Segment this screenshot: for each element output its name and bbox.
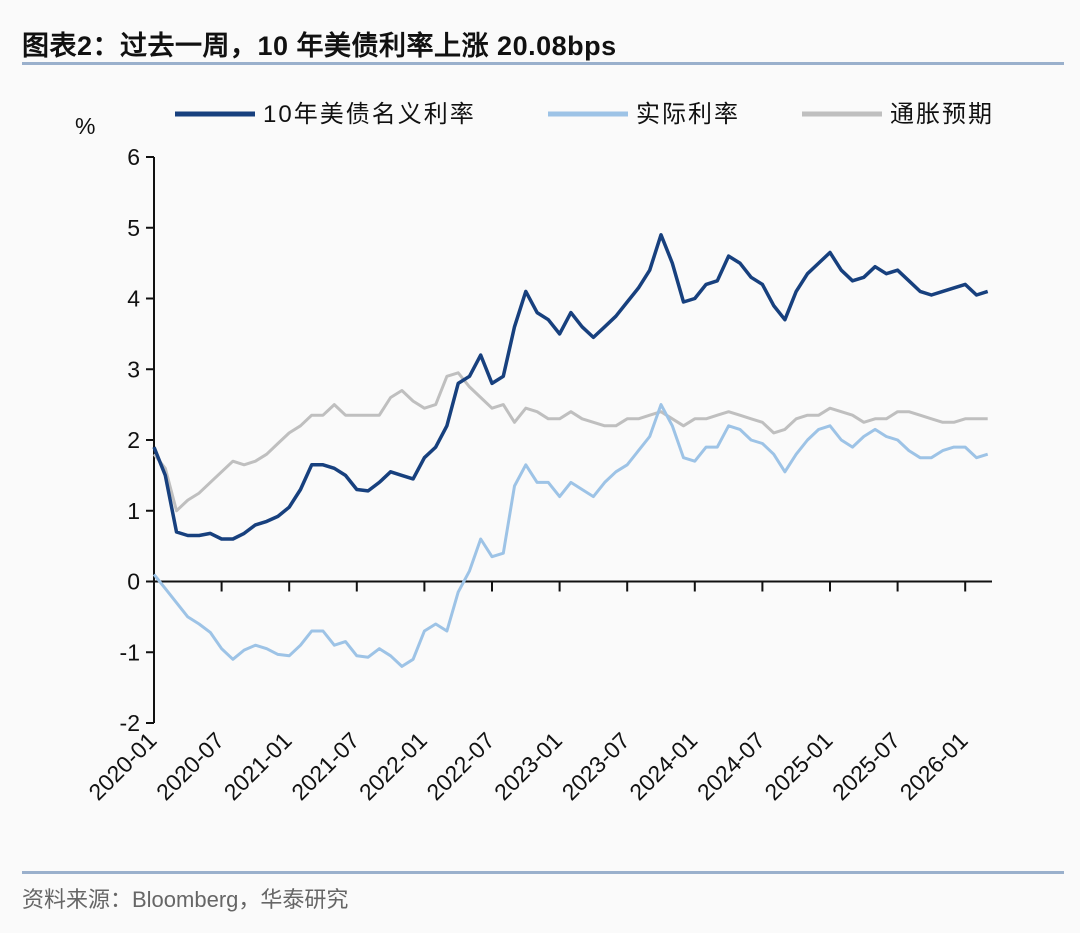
x-tick-label: 2021-01 — [219, 727, 297, 805]
x-tick-label: 2022-07 — [421, 727, 499, 805]
x-tick-label: 2020-07 — [151, 727, 229, 805]
x-tick-label: 2025-01 — [759, 727, 837, 805]
y-tick-label: 6 — [127, 144, 140, 170]
legend-label-0: 10年美债名义利率 — [263, 101, 476, 128]
y-tick-label: 1 — [127, 498, 140, 524]
x-tick-label: 2022-01 — [354, 727, 432, 805]
y-axis-unit: % — [75, 113, 95, 139]
legend-label-1: 实际利率 — [636, 101, 740, 128]
x-tick-label: 2021-07 — [286, 727, 364, 805]
series-line-1 — [152, 403, 989, 668]
x-tick-label: 2024-01 — [624, 727, 702, 805]
series-line-0 — [152, 233, 989, 541]
x-tick-label: 2025-07 — [827, 727, 905, 805]
footer-divider — [22, 871, 1064, 874]
series-line-2 — [152, 371, 988, 513]
y-tick-label: -2 — [120, 710, 140, 736]
x-tick-label: 2026-01 — [895, 727, 973, 805]
y-tick-label: 5 — [127, 215, 140, 241]
legend-label-2: 通胀预期 — [890, 101, 994, 128]
source-note: 资料来源：Bloomberg，华泰研究 — [22, 887, 349, 912]
x-tick-label: 2024-07 — [692, 727, 770, 805]
y-tick-label: 2 — [127, 427, 140, 453]
x-tick-label: 2020-01 — [83, 727, 161, 805]
y-tick-label: 3 — [127, 356, 140, 382]
chart-title: 图表2：过去一周，10 年美债利率上涨 20.08bps — [22, 31, 617, 61]
y-tick-label: 0 — [127, 569, 140, 595]
y-tick-label: -1 — [120, 639, 140, 665]
x-tick-label: 2023-07 — [557, 727, 635, 805]
line-chart: 6 5 4 3 2 1 0 -1 -2% 2020-012020-072021-012021-07… — [75, 101, 994, 805]
y-tick-label: 4 — [127, 286, 140, 312]
title-divider — [22, 62, 1064, 65]
x-tick-label: 2023-01 — [489, 727, 567, 805]
